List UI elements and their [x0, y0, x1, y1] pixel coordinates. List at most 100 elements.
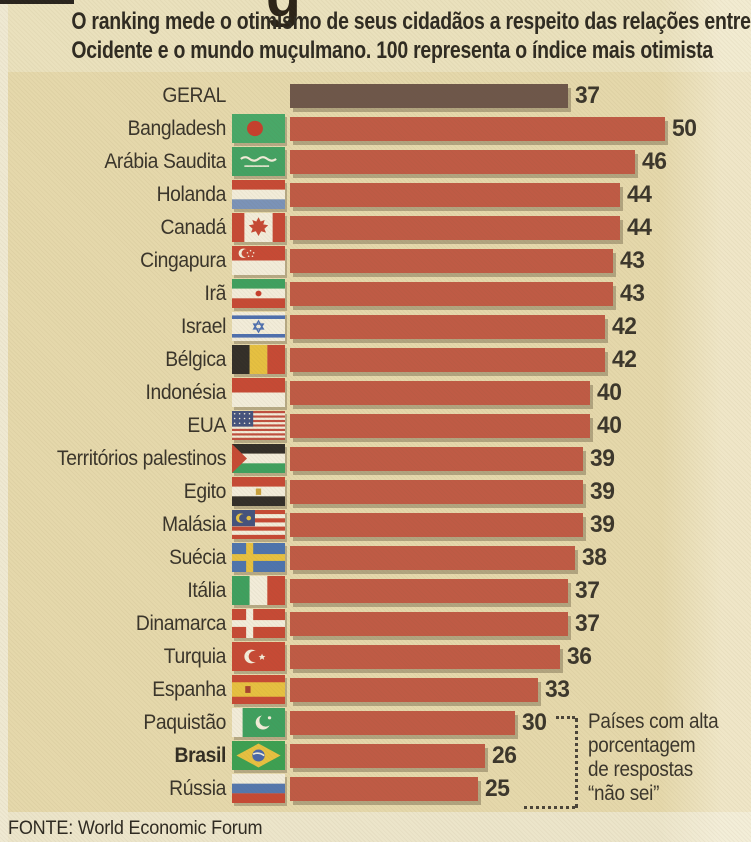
country-label: Bangladesh [127, 116, 227, 140]
flag-dinamarca-icon [226, 607, 290, 640]
chart-row: Canadá 44 [0, 211, 751, 244]
flag-turquia-icon [231, 642, 285, 671]
flag-brasil-icon [231, 741, 285, 770]
chart-row: Espanha 33 [0, 673, 751, 706]
value-label: 44 [627, 180, 652, 208]
flag-italia-icon [231, 576, 285, 605]
country-label: Arábia Saudita [104, 149, 226, 173]
chart-row: Holanda 44 [0, 178, 751, 211]
chart-row: Itália 37 [0, 574, 751, 607]
value-label: 43 [619, 279, 645, 307]
value-label: 40 [597, 378, 622, 406]
country-label: Territórios palestinos [56, 446, 227, 470]
chart-row: Dinamarca 37 [0, 607, 751, 640]
value-bar [290, 116, 665, 141]
value-bar [290, 578, 568, 603]
value-bar [290, 644, 560, 669]
intro-line-2: Ocidente e o mundo muçulmano. 100 repres… [71, 37, 713, 64]
flag-dinamarca-icon [231, 609, 285, 638]
flag-espanha-icon [226, 673, 290, 706]
flag-eua-icon [231, 411, 285, 440]
value-bar [290, 281, 613, 306]
annotation-line-1: Países com alta [588, 710, 719, 733]
value-label: 39 [589, 477, 615, 505]
flag-cell [226, 79, 290, 112]
flag-israel-icon [231, 312, 285, 341]
value-bar [290, 545, 575, 570]
annotation-bracket-top-dots [556, 716, 575, 719]
chart-row: Rússia 25 [0, 772, 751, 805]
flag-egito-icon [231, 477, 285, 506]
value-label: 42 [612, 312, 637, 340]
annotation-note: Países com alta porcentagem de respostas… [588, 710, 750, 806]
value-label: 46 [642, 147, 667, 175]
flag-russia-icon [231, 774, 285, 803]
flag-russia-icon [226, 772, 290, 805]
country-label: Indonésia [145, 380, 227, 404]
flag-egito-icon [226, 475, 290, 508]
value-bar [290, 776, 478, 801]
value-label: 38 [582, 543, 607, 571]
value-label: 50 [672, 114, 697, 142]
headline-letter-glyph: g [266, 0, 310, 27]
chart-row: GERAL 37 [0, 79, 751, 112]
flag-cingapura-icon [226, 244, 290, 277]
flag-suecia-icon [231, 543, 285, 572]
country-label: Bélgica [165, 347, 226, 371]
country-label: Espanha [152, 677, 226, 701]
flag-paquistao-icon [231, 708, 285, 737]
flag-arabia-saudita-icon [231, 147, 285, 176]
value-bar [290, 149, 635, 174]
country-label: Cingapura [140, 248, 226, 272]
flag-israel-icon [226, 310, 290, 343]
annotation-bracket-vertical-dots [575, 718, 578, 808]
value-label: 39 [589, 510, 615, 538]
flag-territorios-palestinos-icon [231, 444, 285, 473]
country-label: Holanda [156, 182, 227, 206]
flag-holanda-icon [231, 180, 285, 209]
flag-italia-icon [226, 574, 290, 607]
flag-suecia-icon [226, 541, 290, 574]
flag-canada-icon [226, 211, 290, 244]
value-bar [290, 380, 590, 405]
flag-malasia-icon [226, 508, 290, 541]
flag-cingapura-icon [231, 246, 285, 275]
flag-paquistao-icon [226, 706, 290, 739]
intro-line-1: O ranking mede o otimismo de seus cidadã… [71, 8, 751, 35]
chart-row: Brasil 26 [0, 739, 751, 772]
value-bar [290, 743, 485, 768]
country-label: Israel [180, 314, 226, 338]
value-bar [290, 512, 583, 537]
country-label: Malásia [162, 512, 226, 536]
value-label: 37 [574, 81, 600, 109]
value-bar [290, 347, 605, 372]
value-bar [290, 83, 568, 108]
chart-row: Suécia 38 [0, 541, 751, 574]
value-label: 43 [619, 246, 645, 274]
cropped-headline-letter: g [266, 0, 312, 27]
flag-ira-icon [231, 279, 285, 308]
chart-row: Territórios palestinos 39 [0, 442, 751, 475]
flag-ira-icon [226, 277, 290, 310]
flag-territorios-palestinos-icon [226, 442, 290, 475]
value-label: 44 [627, 213, 652, 241]
value-bar [290, 248, 613, 273]
chart-row: Irã 43 [0, 277, 751, 310]
annotation-line-2: porcentagem [588, 734, 696, 757]
value-bar [290, 611, 568, 636]
value-bar [290, 413, 590, 438]
flag-indonesia-icon [231, 378, 285, 407]
country-label: Turquia [163, 644, 227, 668]
flag-malasia-icon [231, 510, 285, 539]
flag-arabia-saudita-icon [226, 145, 290, 178]
chart-row: Israel 42 [0, 310, 751, 343]
value-label: 30 [522, 708, 547, 736]
country-label: Irã [204, 281, 227, 305]
chart-row: Paquistão 30 [0, 706, 751, 739]
chart-row: EUA 40 [0, 409, 751, 442]
value-bar [290, 182, 620, 207]
flag-belgica-icon [226, 343, 290, 376]
country-label: GERAL [162, 83, 226, 107]
chart-row: Bangladesh 50 [0, 112, 751, 145]
